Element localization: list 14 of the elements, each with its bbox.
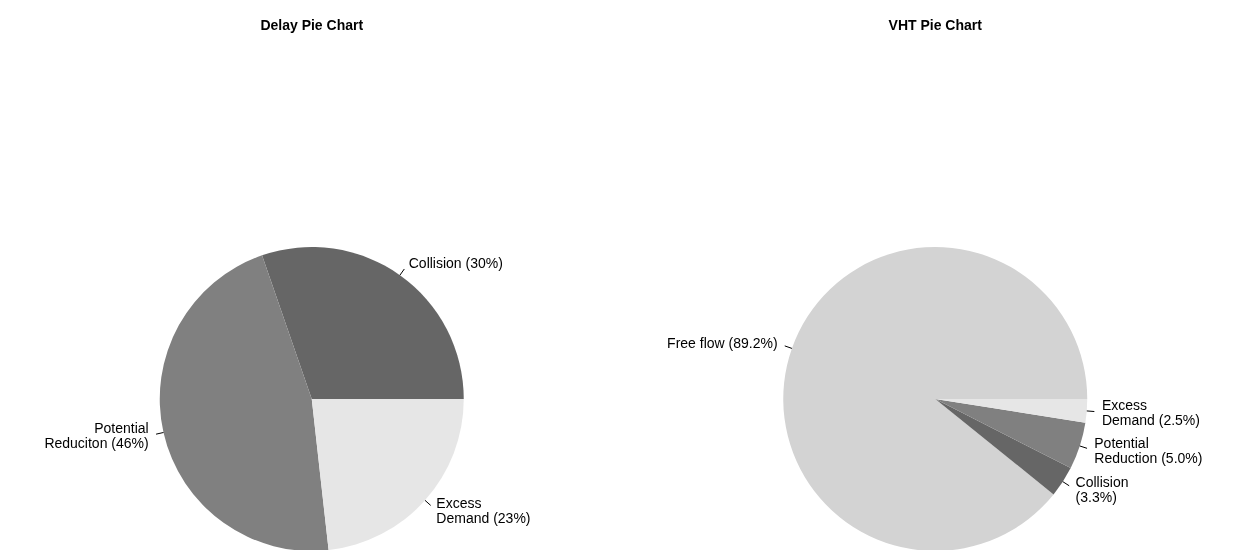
slice-label: Excess Demand (2.5%): [1101, 396, 1200, 428]
pie-slice: [935, 399, 1071, 495]
chart-title: Delay Pie Chart: [260, 17, 364, 33]
slice-label: Collision (3.3%): [1075, 474, 1129, 506]
slice-label: Excess Demand (23%): [436, 494, 531, 526]
pie-slice: [159, 255, 329, 550]
slice-label: Potential Reduction (5.0%): [1094, 435, 1203, 467]
slice-label: Potential Reduciton (46%): [44, 420, 149, 452]
slice-label: Collision (30%): [408, 254, 503, 271]
pie-slice: [262, 247, 464, 399]
slice-label: Free flow (89.2%): [667, 335, 778, 352]
chart-title: VHT Pie Chart: [888, 17, 983, 33]
pie-slice: [935, 399, 1086, 469]
pie-slice: [935, 399, 1088, 423]
